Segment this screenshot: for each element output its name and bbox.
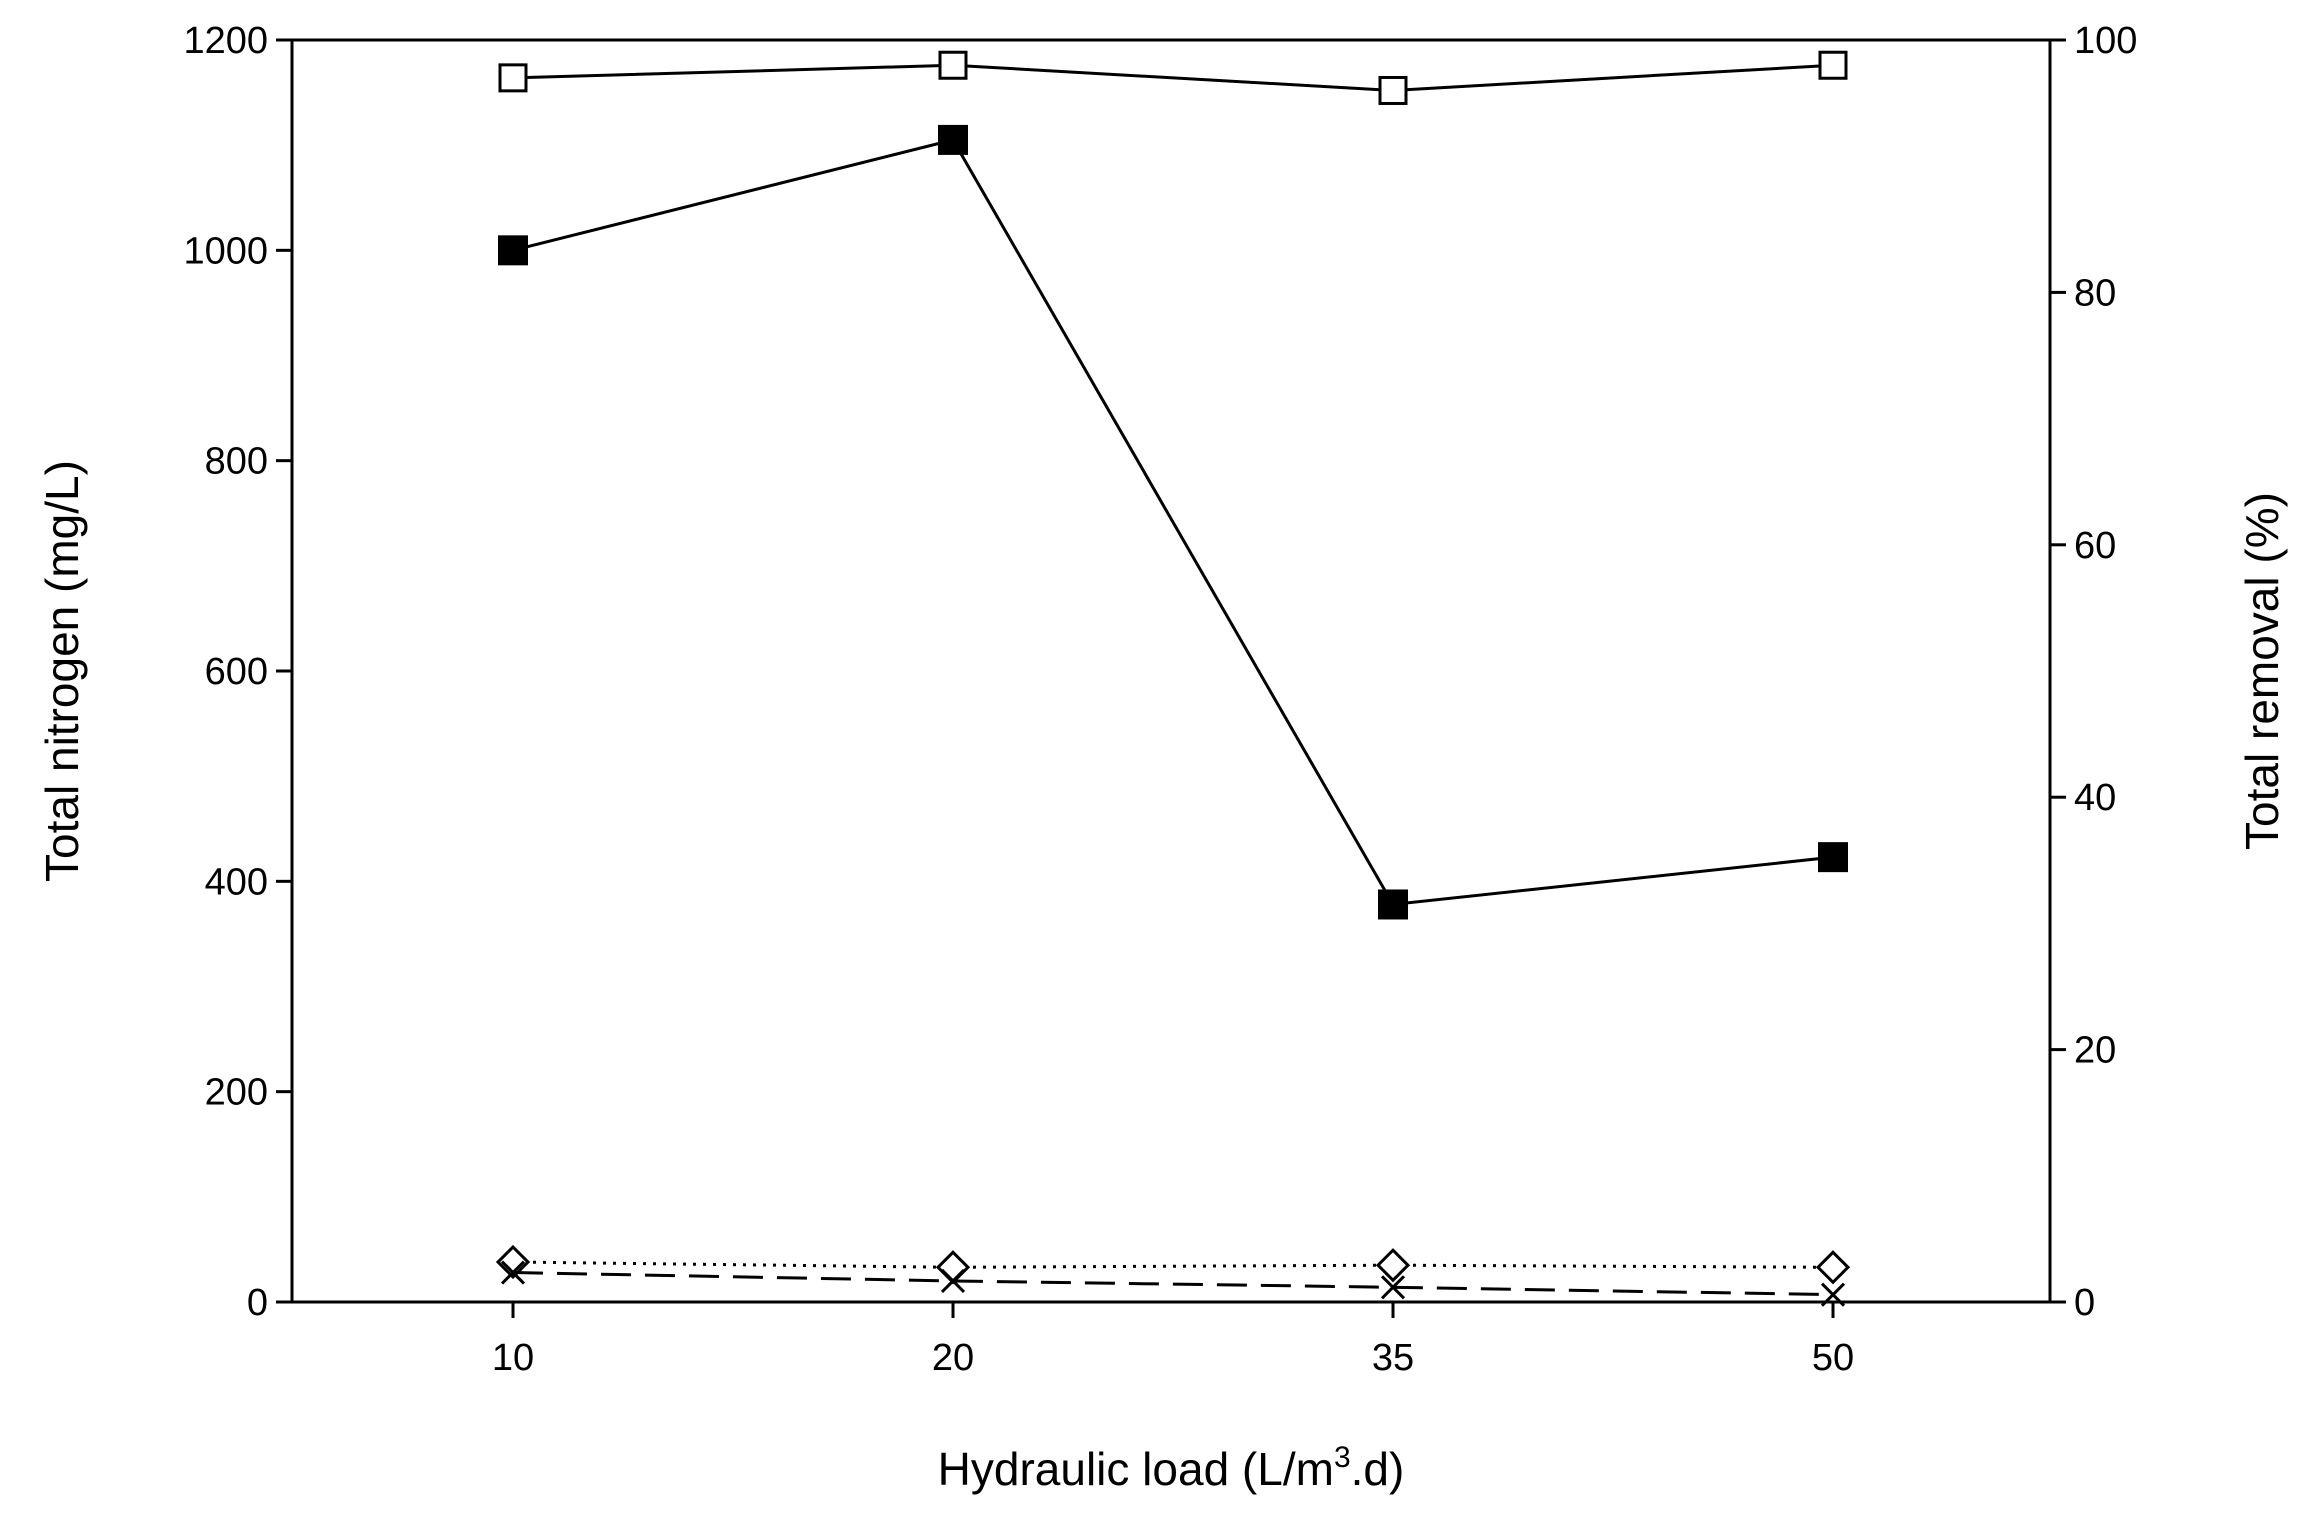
series-4-point — [1380, 1275, 1406, 1300]
series-3-point — [935, 1250, 971, 1285]
x-marker-stroke — [500, 1260, 526, 1285]
x-axis-title-main: Hydraulic load (L/m — [938, 1443, 1334, 1495]
y-left-tick-label: 1200 — [183, 20, 268, 62]
plot-frame — [290, 38, 2052, 1304]
x-axis-title: Hydraulic load (L/m3.d) — [938, 1441, 1405, 1495]
series-1-point — [498, 63, 528, 93]
x-tick-label: 10 — [492, 1337, 534, 1379]
y-left-tick-label: 800 — [205, 441, 268, 483]
y-left-tick-label: 600 — [205, 651, 268, 693]
y-right-tick-label: 20 — [2074, 1030, 2116, 1072]
y-left-tick-label: 0 — [247, 1282, 268, 1324]
series-4-point — [1820, 1282, 1846, 1307]
y-right-tick-label: 40 — [2074, 777, 2116, 819]
y-right-tick-label: 0 — [2074, 1282, 2095, 1324]
x-tick-label: 35 — [1372, 1337, 1414, 1379]
series-2-line — [512, 138, 1834, 907]
series-2-point — [1378, 889, 1408, 920]
series-1-point — [938, 50, 968, 80]
x-axis-title-sup: 3 — [1334, 1441, 1351, 1474]
y-right-tick-label: 60 — [2074, 525, 2116, 567]
series-2-point — [938, 124, 968, 155]
x-tick-label: 20 — [932, 1337, 974, 1379]
series-3-point — [1815, 1250, 1851, 1285]
y-right-tick-label: 80 — [2074, 272, 2116, 314]
ticks-layer: 0 200 400 600 800 1000 1200 0 20 40 60 80 100 10 20 35 5… — [183, 20, 2137, 1379]
series-layer — [495, 50, 1851, 1307]
series-1-line — [512, 63, 1834, 92]
y-right-axis-title: Total removal (%) — [2236, 492, 2288, 850]
series-4-point — [940, 1268, 966, 1294]
series-4-line — [512, 1271, 1834, 1297]
y-left-tick-label: 200 — [205, 1072, 268, 1114]
series-1-point — [1378, 75, 1408, 105]
series-4-point — [500, 1260, 526, 1285]
y-left-tick-label: 1000 — [183, 230, 268, 272]
series-2-point — [1818, 842, 1848, 873]
y-left-tick-label: 400 — [205, 861, 268, 903]
series-1-point — [1818, 50, 1848, 80]
x-marker-stroke — [1820, 1282, 1846, 1307]
series-3-point — [495, 1244, 531, 1280]
series-3-point — [1375, 1248, 1411, 1283]
y-left-axis-title: Total nitrogen (mg/L) — [36, 460, 88, 882]
series-2-point — [498, 235, 528, 266]
y-right-tick-label: 100 — [2074, 20, 2137, 62]
x-marker-stroke — [940, 1268, 966, 1294]
x-tick-label: 50 — [1812, 1337, 1854, 1379]
x-axis-title-tail: .d) — [1351, 1443, 1405, 1495]
x-marker-stroke — [1380, 1275, 1406, 1300]
series-3-line — [512, 1260, 1834, 1269]
